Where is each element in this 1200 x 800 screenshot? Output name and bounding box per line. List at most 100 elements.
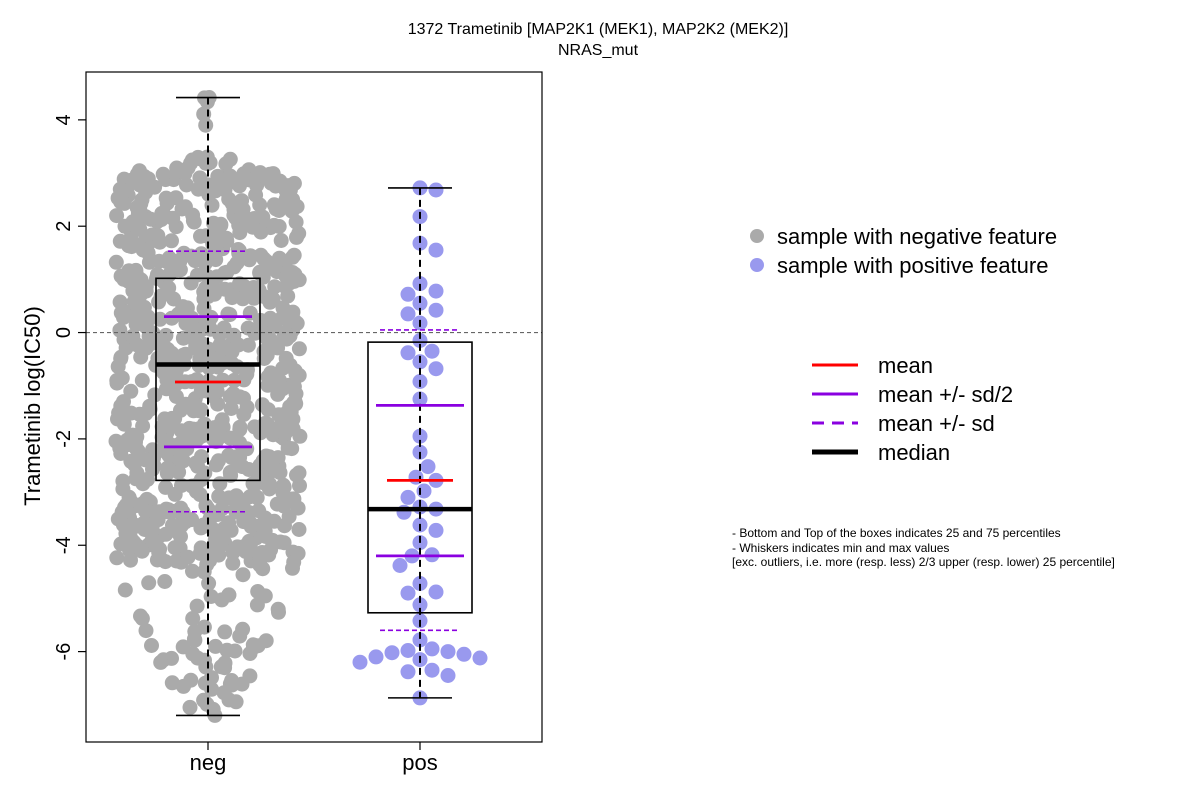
neg-point bbox=[158, 526, 174, 542]
pos-point bbox=[412, 391, 428, 407]
neg-point bbox=[249, 597, 265, 613]
neg-point bbox=[179, 177, 194, 193]
neg-point bbox=[189, 598, 205, 614]
neg-point bbox=[259, 331, 275, 346]
neg-point bbox=[210, 168, 226, 184]
neg-point bbox=[211, 234, 227, 250]
neg-point bbox=[220, 306, 236, 322]
pos-point bbox=[412, 295, 428, 311]
neg-point bbox=[232, 276, 247, 292]
legend-line-label: mean +/- sd/2 bbox=[878, 382, 1013, 407]
neg-point bbox=[242, 305, 258, 321]
neg-point bbox=[138, 340, 154, 356]
neg-point bbox=[153, 212, 169, 228]
neg-point bbox=[180, 549, 196, 565]
neg-point bbox=[185, 611, 201, 626]
neg-point bbox=[273, 233, 289, 248]
y-axis-label: Trametinib log(IC50) bbox=[20, 306, 45, 506]
neg-point bbox=[115, 481, 131, 497]
legend: sample with negative feature sample with … bbox=[750, 224, 1057, 465]
box bbox=[367, 341, 473, 614]
neg-point bbox=[182, 699, 198, 715]
neg-point bbox=[120, 519, 135, 535]
pos-point bbox=[428, 361, 444, 377]
neg-point bbox=[289, 229, 304, 245]
neg-point bbox=[216, 685, 232, 701]
neg-point bbox=[285, 560, 300, 576]
neg-point bbox=[147, 387, 163, 403]
pos-point bbox=[400, 345, 416, 361]
neg-point bbox=[287, 266, 303, 282]
neg-point bbox=[143, 211, 159, 227]
neg-point bbox=[181, 426, 197, 442]
pos-point bbox=[392, 558, 408, 573]
neg-point bbox=[133, 287, 148, 303]
neg-point bbox=[249, 490, 265, 506]
neg-point bbox=[171, 464, 187, 480]
pos-point bbox=[440, 644, 456, 660]
neg-point bbox=[222, 464, 238, 480]
neg-point bbox=[155, 166, 171, 182]
pos-point bbox=[368, 649, 384, 665]
neg-point bbox=[170, 503, 186, 519]
neg-point bbox=[232, 225, 248, 241]
neg-point bbox=[231, 245, 247, 261]
neg-point bbox=[134, 611, 150, 626]
neg-point bbox=[271, 384, 287, 400]
neg-point bbox=[175, 299, 191, 315]
neg-point bbox=[228, 694, 244, 710]
legend-point-marker bbox=[750, 229, 764, 243]
neg-point bbox=[291, 465, 307, 481]
y-tick-label: 4 bbox=[53, 114, 75, 125]
pos-point bbox=[424, 343, 440, 359]
neg-point bbox=[125, 214, 141, 230]
pos-point bbox=[384, 645, 400, 661]
neg-point bbox=[241, 462, 257, 477]
pos-point bbox=[400, 286, 416, 302]
neg-point bbox=[167, 540, 183, 556]
points-layer bbox=[108, 90, 488, 723]
pos-point bbox=[352, 654, 368, 670]
neg-point bbox=[125, 427, 141, 443]
pos-point bbox=[400, 306, 416, 322]
neg-point bbox=[219, 264, 235, 280]
neg-point bbox=[275, 300, 291, 316]
pos-point bbox=[428, 584, 444, 600]
neg-point bbox=[125, 328, 141, 344]
pos-point bbox=[472, 650, 488, 666]
pos-point bbox=[412, 597, 428, 613]
neg-point bbox=[180, 160, 196, 176]
legend-point-marker bbox=[750, 258, 764, 272]
neg-point bbox=[242, 668, 258, 684]
neg-point bbox=[267, 279, 283, 295]
pos-point bbox=[428, 242, 444, 258]
neg-point bbox=[224, 344, 240, 360]
neg-point bbox=[211, 547, 227, 563]
y-tick-label: -2 bbox=[53, 430, 75, 448]
neg-point bbox=[159, 465, 175, 481]
pos-point bbox=[424, 641, 440, 657]
neg-point bbox=[138, 452, 154, 468]
neg-point bbox=[118, 497, 134, 513]
legend-point-label: sample with negative feature bbox=[777, 224, 1057, 249]
neg-point bbox=[267, 259, 283, 275]
neg-point bbox=[232, 200, 248, 216]
neg-point bbox=[262, 166, 278, 182]
axis-layer: -6 -4 -2 0 2 4 neg pos bbox=[53, 71, 543, 775]
pos-point bbox=[400, 489, 416, 505]
neg-point bbox=[134, 373, 150, 388]
neg-point bbox=[203, 276, 219, 292]
neg-point bbox=[208, 638, 223, 654]
neg-point bbox=[208, 252, 224, 268]
chart-subtitle: NRAS_mut bbox=[558, 42, 639, 59]
neg-point bbox=[167, 486, 183, 502]
neg-point bbox=[288, 214, 304, 230]
x-tick-label: neg bbox=[190, 750, 227, 775]
neg-point bbox=[123, 552, 138, 568]
neg-point bbox=[109, 550, 125, 566]
neg-point bbox=[212, 337, 228, 352]
neg-point bbox=[283, 404, 299, 420]
neg-point bbox=[260, 402, 276, 418]
plot-frame bbox=[85, 71, 543, 743]
neg-point bbox=[150, 228, 166, 244]
